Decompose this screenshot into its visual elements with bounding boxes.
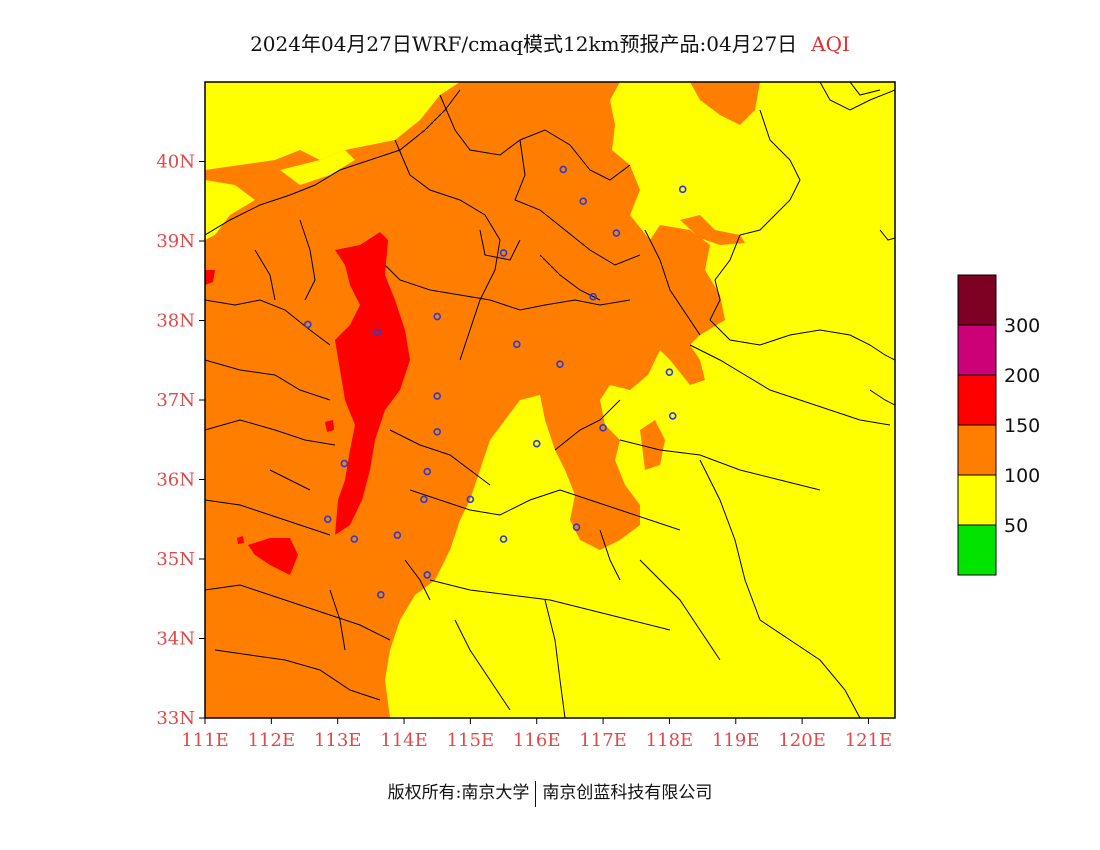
aqi-field-yellow-hole2 (280, 150, 355, 185)
footer-copyright: 版权所有:南京大学 (387, 783, 530, 803)
station-marker (433, 427, 442, 436)
lat-tick-label: 35N (156, 549, 195, 570)
legend-label: 300 (1004, 315, 1040, 337)
station-marker (612, 229, 621, 237)
aqi-field-orange-ne (690, 82, 760, 125)
station-markers (304, 165, 687, 599)
station-marker (572, 523, 581, 532)
lon-tick-label: 115E (447, 730, 495, 751)
aqi-legend: 50 100 150 200 300 (957, 274, 1040, 576)
lon-tick-label: 116E (513, 730, 561, 751)
station-marker (304, 320, 312, 329)
station-marker (420, 495, 428, 504)
station-marker (340, 459, 349, 468)
station-marker (513, 340, 521, 349)
station-marker (433, 312, 442, 321)
map-plot-area (205, 82, 895, 718)
legend-label: 200 (1004, 365, 1040, 387)
station-marker (350, 535, 359, 543)
footer-separator (535, 780, 537, 807)
lat-tick-label: 37N (156, 390, 195, 411)
legend-swatch (957, 324, 997, 376)
lat-tick-label: 34N (156, 629, 195, 650)
station-marker (678, 185, 687, 194)
station-marker (323, 515, 332, 524)
footer: 版权所有:南京大学 南京创蓝科技有限公司 (0, 778, 1100, 807)
aqi-field-red (335, 232, 410, 535)
footer-company: 南京创蓝科技有限公司 (542, 783, 713, 803)
lon-tick-label: 118E (646, 730, 694, 751)
station-marker (373, 328, 382, 337)
legend-label: 100 (1004, 465, 1040, 487)
lon-tick-label: 112E (248, 730, 296, 751)
aqi-field-red-sw (248, 538, 298, 575)
station-marker (668, 412, 677, 420)
lon-tick-label: 111E (181, 730, 229, 751)
station-marker (559, 165, 568, 174)
station-marker (393, 531, 402, 539)
aqi-field-orange-east (640, 420, 665, 470)
lat-tick-label: 40N (156, 152, 195, 173)
station-marker (423, 571, 432, 579)
page-title: 2024年04月27日WRF/cmaq模式12km预报产品:04月27日 AQI (0, 28, 1100, 57)
lon-tick-label: 114E (380, 730, 428, 751)
lon-tick-label: 119E (712, 730, 760, 751)
title-variable: AQI (811, 32, 850, 56)
legend-swatch (957, 374, 997, 426)
aqi-field-red-dot2 (237, 536, 244, 544)
lon-tick-label: 117E (579, 730, 627, 751)
aqi-field-red-dot (205, 270, 215, 285)
lon-tick-label: 113E (314, 730, 362, 751)
legend-swatch (957, 474, 997, 526)
legend-label: 150 (1004, 415, 1040, 437)
legend-swatch (957, 274, 997, 326)
station-marker (665, 368, 674, 376)
station-marker (499, 535, 508, 543)
lat-tick-label: 38N (156, 311, 195, 332)
station-marker (466, 495, 475, 504)
station-marker (579, 197, 587, 206)
legend-label: 50 (1004, 515, 1028, 537)
axis-ticks: 111E 112E 113E 114E 115E 116E 117E 118E 119E 120E… (156, 152, 892, 752)
station-marker (423, 467, 432, 476)
admin-boundaries (205, 89, 891, 718)
lon-tick-label: 120E (778, 730, 826, 751)
lat-tick-label: 33N (156, 708, 195, 729)
title-text: 2024年04月27日WRF/cmaq模式12km预报产品:04月27日 (250, 32, 798, 56)
station-marker (532, 439, 541, 448)
aqi-field-orange-ne2 (680, 215, 745, 245)
legend-swatch (957, 524, 997, 576)
legend-swatch (957, 424, 997, 476)
station-marker (433, 392, 442, 400)
lat-tick-label: 36N (156, 470, 195, 491)
coastline (709, 82, 895, 406)
aqi-field-yellow-hole (205, 180, 255, 240)
station-marker (556, 360, 564, 369)
station-marker (589, 292, 597, 301)
lat-tick-label: 39N (156, 231, 195, 252)
aqi-field-orange (205, 82, 725, 718)
station-marker (599, 424, 607, 432)
station-marker (499, 249, 508, 257)
station-marker (377, 590, 385, 599)
aqi-field-red-dot3 (325, 420, 334, 432)
lon-tick-label: 121E (845, 730, 893, 751)
